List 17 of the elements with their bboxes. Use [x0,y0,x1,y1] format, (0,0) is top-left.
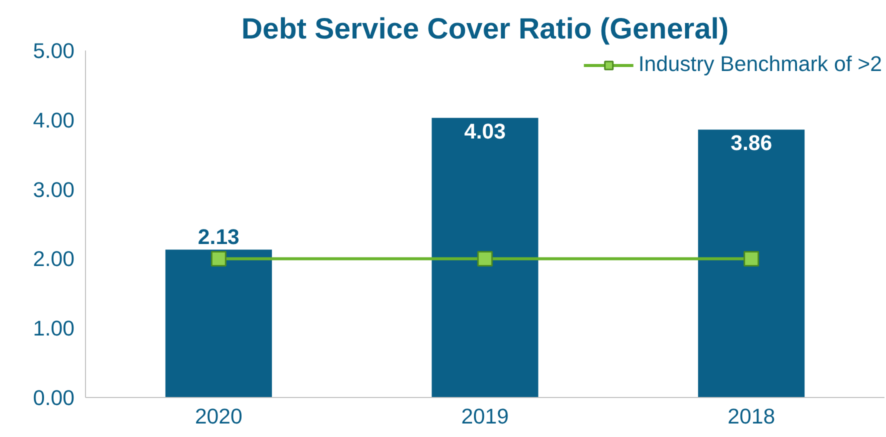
data-label: 4.03 [464,119,506,144]
bar [165,250,272,398]
chart-title: Debt Service Cover Ratio (General) [241,12,729,46]
bar [432,118,538,398]
x-tick-label: 2019 [461,404,509,428]
y-tick-label: 3.00 [32,178,75,202]
x-tick-label: 2020 [194,404,243,428]
y-tick-label: 5.00 [32,39,75,63]
x-tick-label: 2018 [728,404,776,428]
data-label: 3.86 [730,131,772,156]
y-tick-label: 4.00 [32,108,75,132]
data-label: 2.13 [198,225,240,250]
y-tick-label: 0.00 [32,386,75,410]
bar [698,130,805,398]
y-tick-label: 1.00 [32,316,75,341]
legend-label: Industry Benchmark of >2 [638,52,882,77]
y-tick-label: 2.00 [32,247,75,272]
